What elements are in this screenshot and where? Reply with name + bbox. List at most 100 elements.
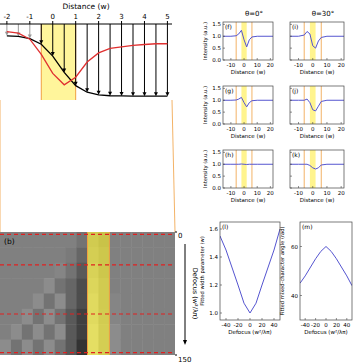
- ref-line: [304, 86, 305, 124]
- arrow-shaft: [52, 24, 53, 53]
- y-tick-label: 0.0: [212, 121, 221, 127]
- plot-area: [0, 232, 175, 355]
- axis-title: Defocus (w²/λπ): [228, 329, 271, 335]
- connector: [0, 100, 1, 232]
- x-tick: [305, 318, 306, 320]
- x-tick: [250, 318, 251, 320]
- y-tick-label: 1.0: [212, 33, 221, 39]
- ref-line: [321, 86, 322, 124]
- x-tick-label: -40: [301, 322, 310, 328]
- panel-label: (k): [292, 151, 300, 158]
- cell: [11, 247, 22, 263]
- x-tick: [75, 21, 76, 24]
- y-tick: [300, 295, 302, 296]
- arrow: [51, 24, 55, 56]
- axis-title: Fitted mixed-character angle (rad): [279, 226, 286, 315]
- panel-label: (h): [225, 151, 233, 158]
- axis-title: Intensity (a.u.): [202, 22, 209, 60]
- band: [241, 150, 246, 188]
- plot-area: [5, 24, 170, 100]
- y-tick-label: 0: [178, 232, 182, 240]
- axis-title: Intensity (a.u.): [202, 86, 209, 124]
- panel-label: (g): [225, 87, 234, 95]
- x-tick-label: 10: [254, 62, 261, 68]
- x-tick-label: 0: [311, 190, 315, 196]
- y-tick: [290, 164, 292, 165]
- cell: [33, 247, 44, 263]
- cell: [22, 309, 33, 325]
- cell: [55, 278, 66, 294]
- axis-title: Distance (w): [231, 197, 266, 203]
- x-tick: [315, 318, 316, 320]
- x-tick-label: 20: [338, 190, 345, 196]
- cell: [77, 247, 88, 263]
- x-tick: [230, 58, 231, 60]
- cell: [131, 278, 142, 294]
- subtitle: θ=30°: [312, 10, 335, 18]
- series-line: [300, 247, 352, 286]
- x-tick-label: -10: [226, 126, 235, 132]
- cell: [142, 247, 153, 263]
- ref-line: [0, 234, 175, 235]
- cell: [0, 278, 11, 294]
- x-tick: [341, 186, 342, 188]
- axis-title: Distance (w): [62, 2, 109, 11]
- ref-line: [236, 86, 237, 124]
- frame: [223, 86, 273, 124]
- arrow: [131, 24, 135, 96]
- band: [310, 22, 316, 60]
- y-tick: [223, 176, 225, 177]
- series-line: [290, 99, 344, 111]
- plot-area: [223, 150, 273, 188]
- x-tick-label: 0: [311, 126, 315, 132]
- cell: [109, 324, 120, 340]
- y-tick: [223, 36, 225, 37]
- x-tick-label: -40: [222, 322, 231, 328]
- frame: [290, 22, 344, 60]
- y-tick-label: 1.4: [209, 254, 218, 260]
- cell: [55, 324, 66, 340]
- panel-label: (l): [222, 223, 228, 230]
- x-tick-label: 0: [324, 322, 328, 328]
- y-tick-label: 40: [291, 293, 298, 299]
- frame: [223, 150, 273, 188]
- cell: [164, 294, 175, 310]
- x-tick-label: 10: [323, 190, 330, 196]
- cell: [22, 294, 33, 310]
- arrow-shaft: [64, 24, 65, 69]
- arrow-shaft: [144, 24, 145, 93]
- arrow-shaft: [87, 24, 88, 89]
- x-tick-label: -20: [234, 322, 243, 328]
- cell: [22, 278, 33, 294]
- plot-area: [223, 22, 273, 60]
- frame: [223, 22, 273, 60]
- y-tick: [290, 100, 292, 101]
- x-tick: [257, 186, 258, 188]
- cell: [66, 294, 77, 310]
- axis-title: Distance (w): [300, 197, 335, 203]
- cell: [131, 247, 142, 263]
- panel-label: (b): [4, 237, 15, 246]
- y-tick-label: 1.0: [212, 97, 221, 103]
- x-tick: [238, 318, 239, 320]
- x-tick-label: 20: [267, 190, 274, 196]
- cell: [66, 309, 77, 325]
- plot-area: [290, 22, 344, 60]
- axis-title: Defocus (w²/λπ): [304, 329, 347, 335]
- x-tick: [312, 186, 313, 188]
- y-tick-label: 0.0: [212, 185, 221, 191]
- axis-arrow-head: [183, 340, 187, 345]
- x-tick: [226, 318, 227, 320]
- y-tick-label: 0.5: [212, 45, 221, 51]
- x-tick: [312, 58, 313, 60]
- x-tick: [270, 122, 271, 124]
- cell: [44, 309, 55, 325]
- arrow-shaft: [155, 24, 156, 93]
- y-tick: [223, 48, 225, 49]
- cell: [153, 278, 164, 294]
- cell: [22, 247, 33, 263]
- y-tick: [223, 100, 225, 101]
- x-tick-label: 0: [242, 62, 246, 68]
- panel-label: (f): [225, 23, 232, 30]
- cell: [33, 324, 44, 340]
